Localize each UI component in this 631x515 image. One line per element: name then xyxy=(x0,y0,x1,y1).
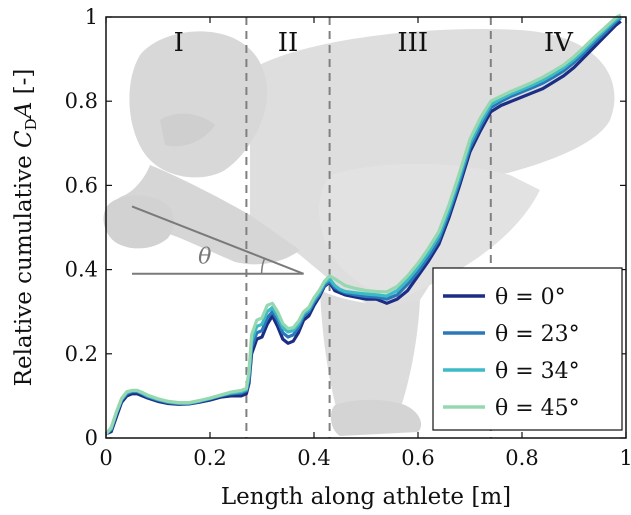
region-label: III xyxy=(397,28,428,58)
series-line xyxy=(104,13,622,435)
angle-incline-line xyxy=(131,205,304,275)
angle-arc xyxy=(260,258,266,274)
athlete-silhouette-image xyxy=(103,29,615,436)
x-tick-label: 0.4 xyxy=(297,446,330,470)
region-label: II xyxy=(278,28,299,58)
legend-label: θ = 45° xyxy=(495,396,580,421)
x-tick-label: 0.6 xyxy=(401,446,434,470)
x-tick-label: 0.2 xyxy=(193,446,226,470)
x-tick-label: 1 xyxy=(619,446,631,470)
y-tick-label: 0.4 xyxy=(65,258,98,282)
legend: θ = 0° θ = 23° θ = 34° θ = 45° xyxy=(432,267,623,431)
region-label: I xyxy=(174,28,184,58)
x-axis-label: Length along athlete [m] xyxy=(221,484,511,510)
x-tick-label: 0 xyxy=(99,446,112,470)
y-tick-label: 0.6 xyxy=(65,173,98,197)
region-label: IV xyxy=(544,28,574,58)
legend-label: θ = 0° xyxy=(495,285,566,310)
y-tick-label: 0.8 xyxy=(65,89,98,113)
x-tick-label: 0.8 xyxy=(505,446,538,470)
y-axis-label: Relative cumulative CDA [-] xyxy=(11,69,40,387)
legend-label: θ = 23° xyxy=(495,322,580,347)
y-tick-label: 1 xyxy=(85,5,98,29)
y-tick-label: 0.2 xyxy=(65,342,98,366)
angle-label: θ xyxy=(198,244,211,269)
legend-label: θ = 34° xyxy=(495,359,580,384)
plot-frame xyxy=(105,16,627,439)
y-tick-label: 0 xyxy=(85,426,98,450)
